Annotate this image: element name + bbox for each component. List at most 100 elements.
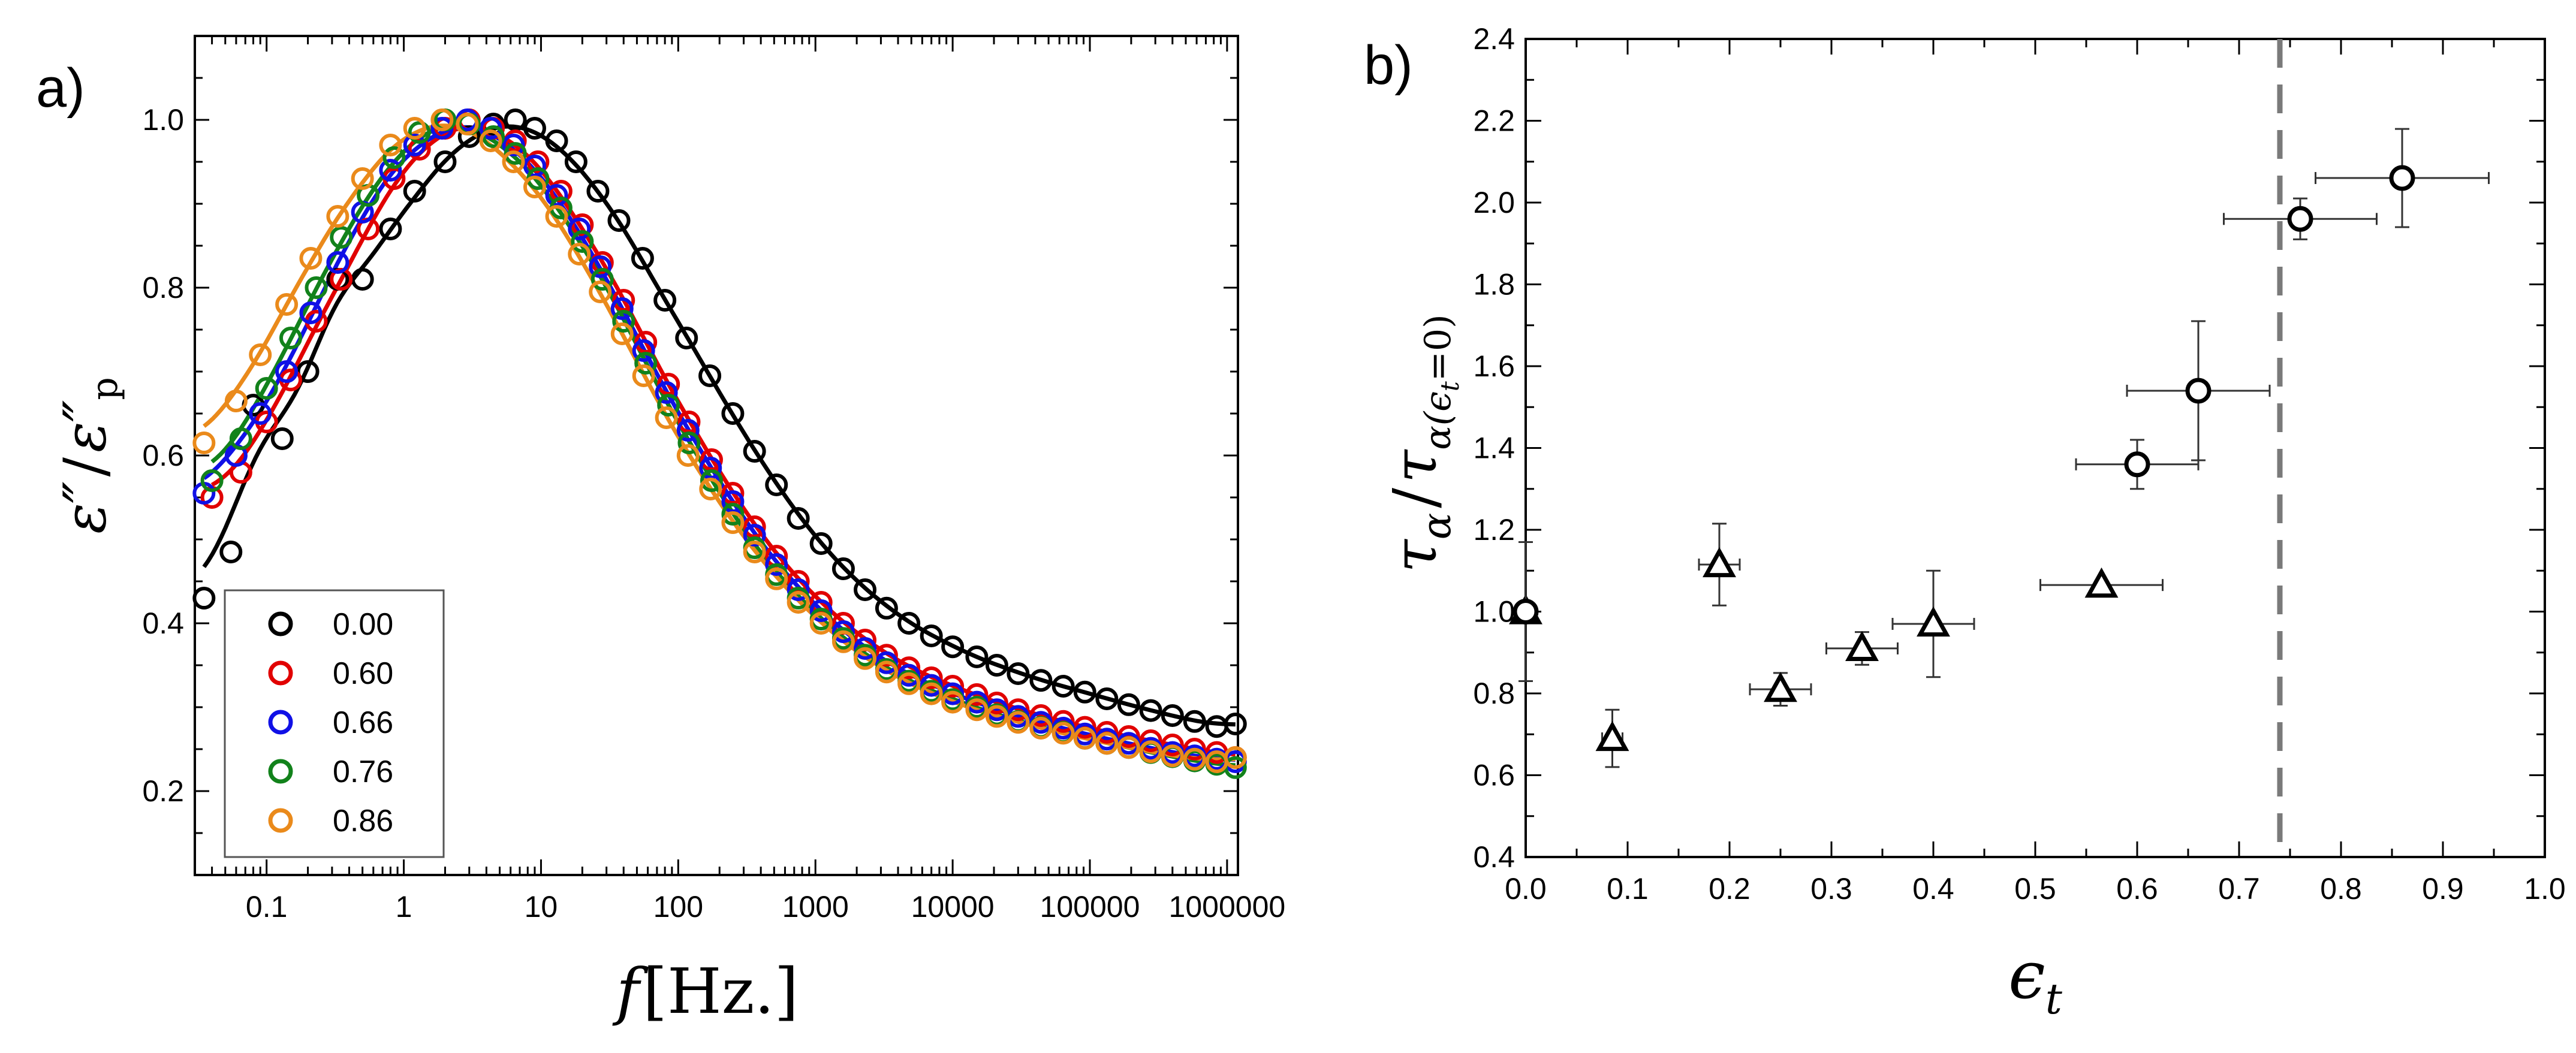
point-0.60 (1007, 698, 1030, 722)
x-tick-label: 1 (396, 890, 412, 924)
ylabel-sub2: α(ϵ (1417, 391, 1459, 450)
point-0.66 (379, 159, 402, 182)
point-0.86 (1029, 717, 1053, 740)
point-0.66 (299, 301, 323, 324)
triangle-point (1845, 630, 1879, 662)
point-0.86 (545, 205, 568, 228)
point-0.86 (351, 167, 374, 190)
panel-a-y-axis-title: ε″/ε″p (52, 377, 126, 534)
point-0.60 (875, 644, 898, 667)
b-x-tick-label: 0.1 (1607, 872, 1649, 906)
triangle-point (1595, 720, 1629, 752)
b-y-tick-label: 1.2 (1473, 513, 1515, 547)
b-x-tick-label: 0.3 (1810, 872, 1852, 906)
point-0.00 (1183, 710, 1206, 733)
point-0.00 (1095, 687, 1119, 710)
point-0.76 (330, 226, 353, 249)
point-0.00 (523, 117, 546, 140)
xlabel-epsilon: ϵ (2008, 937, 2045, 1013)
legend-marker-0.66 (268, 710, 293, 735)
point-0.66 (676, 419, 700, 442)
panel-b-frame (1524, 38, 2546, 858)
point-0.00 (1073, 680, 1096, 704)
legend-marker-0.00 (268, 611, 293, 636)
panel-b-ticks (1524, 38, 2546, 858)
b-y-tick-label: 2.4 (1473, 22, 1515, 56)
point-0.00 (698, 364, 722, 387)
circle-point (1513, 599, 1539, 624)
point-0.76 (657, 394, 680, 417)
point-0.86 (985, 705, 1008, 728)
y-tick-label: 0.4 (142, 607, 184, 640)
legend-label-0.00: 0.00 (333, 607, 393, 642)
b-x-tick-label: 0.4 (1912, 872, 1954, 906)
panel-b-data-points (1509, 128, 2490, 768)
legend-box (224, 589, 445, 858)
point-0.86 (655, 406, 678, 429)
point-0.76 (200, 469, 224, 492)
y-tick-label: 0.2 (142, 774, 184, 808)
ylabel-sub2-end: =0) (1417, 314, 1459, 381)
point-0.00 (1029, 669, 1053, 692)
point-0.60 (408, 138, 431, 161)
point-0.00 (1117, 693, 1140, 716)
point-0.60 (1052, 710, 1075, 733)
panel-b-x-axis-title: ϵt (2008, 937, 2063, 1024)
point-0.76 (590, 268, 614, 291)
ylabel-sub2-t: t (1435, 381, 1465, 391)
point-0.00 (1205, 715, 1228, 738)
point-0.86 (1139, 740, 1162, 764)
x-tick-label: 1000000 (1169, 890, 1286, 924)
point-0.66 (787, 578, 810, 601)
point-0.60 (1161, 734, 1184, 756)
point-0.60 (1095, 721, 1119, 744)
point-0.86 (1073, 726, 1096, 750)
b-x-tick-label: 1.0 (2524, 872, 2566, 906)
panel-b-y-axis-title: τα/τα(ϵt=0) (1380, 314, 1465, 572)
point-0.76 (634, 352, 658, 375)
legend-label-0.86: 0.86 (333, 804, 393, 838)
point-0.00 (809, 532, 833, 555)
point-0.76 (279, 327, 302, 349)
panel-a-spectra: a) 0.1 1 10 100 1000 10000 100000 1000000 0.2 0.4… (36, 35, 1286, 1028)
point-0.86 (326, 205, 350, 228)
triangle-point (2084, 567, 2119, 598)
legend-label-0.66: 0.66 (333, 705, 393, 740)
point-0.86 (224, 390, 248, 412)
point-0.86 (632, 364, 655, 387)
point-0.86 (1007, 711, 1030, 734)
point-0.60 (1117, 725, 1140, 748)
point-0.86 (1095, 732, 1119, 755)
point-0.76 (700, 469, 723, 492)
point-0.86 (523, 176, 546, 198)
circle-point (2287, 206, 2313, 232)
point-0.66 (743, 524, 766, 547)
point-0.86 (787, 591, 810, 614)
triangle-point (1764, 671, 1797, 702)
point-0.86 (920, 682, 943, 705)
point-0.86 (403, 117, 426, 140)
x-tick-label: 10 (525, 890, 558, 924)
point-0.66 (854, 637, 877, 660)
point-0.86 (479, 129, 502, 152)
x-tick-label: 0.1 (246, 890, 288, 924)
ylabel-primes-2: ″ (52, 400, 119, 422)
b-y-tick-label: 1.8 (1473, 268, 1515, 301)
point-0.60 (526, 150, 550, 173)
point-0.60 (920, 666, 943, 689)
point-0.00 (270, 427, 294, 450)
x-tick-label: 100000 (1040, 890, 1140, 924)
point-0.66 (831, 620, 855, 643)
panel-b-relaxation-times: b) 0.0 0.1 0.2 0.3 0.4 0.5 0.6 0.7 0.8 0.9 1.00.40… (1364, 22, 2566, 1024)
point-0.86 (299, 247, 323, 270)
point-0.66 (403, 134, 426, 156)
ylabel-epsilon-1: ε (52, 503, 119, 534)
point-0.66 (568, 218, 591, 240)
point-0.00 (403, 180, 426, 203)
panel-a-data-points (192, 108, 1247, 779)
ylabel-tau-2: τ (1380, 449, 1450, 483)
point-0.86 (743, 541, 766, 563)
point-0.76 (721, 503, 745, 526)
point-0.66 (275, 360, 299, 383)
triangle-point (1917, 606, 1950, 637)
